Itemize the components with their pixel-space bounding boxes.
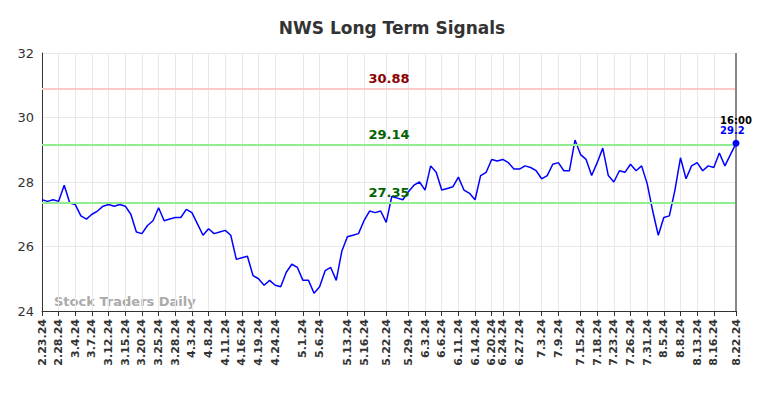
svg-text:3.12.24: 3.12.24 xyxy=(102,319,115,366)
svg-text:7.23.24: 7.23.24 xyxy=(607,319,620,366)
svg-text:6.11.24: 6.11.24 xyxy=(452,319,465,366)
svg-text:NWS Long Term Signals: NWS Long Term Signals xyxy=(279,18,506,38)
svg-text:4.8.24: 4.8.24 xyxy=(202,319,215,358)
svg-text:3.4.24: 3.4.24 xyxy=(69,319,82,358)
svg-text:6.20.24: 6.20.24 xyxy=(485,319,499,366)
svg-text:3.15.24: 3.15.24 xyxy=(119,319,132,366)
svg-text:5.16.24: 5.16.24 xyxy=(358,319,371,366)
svg-text:3.25.24: 3.25.24 xyxy=(152,319,165,366)
svg-text:7.3.24: 7.3.24 xyxy=(535,319,548,358)
svg-text:6.14.24: 6.14.24 xyxy=(469,319,482,366)
svg-text:3.28.24: 3.28.24 xyxy=(169,319,182,366)
svg-text:6.6.24: 6.6.24 xyxy=(435,319,448,358)
svg-text:5.29.24: 5.29.24 xyxy=(402,319,415,366)
svg-text:29.14: 29.14 xyxy=(368,127,409,142)
svg-text:8.13.24: 8.13.24 xyxy=(691,319,704,366)
svg-text:5.6.24: 5.6.24 xyxy=(313,319,326,358)
svg-text:5.1.24: 5.1.24 xyxy=(296,319,309,358)
svg-text:7.15.24: 7.15.24 xyxy=(574,319,587,366)
svg-text:26: 26 xyxy=(17,239,34,254)
svg-text:8.8.24: 8.8.24 xyxy=(674,319,687,358)
svg-text:3.20.24: 3.20.24 xyxy=(135,319,148,366)
svg-text:6.27.24: 6.27.24 xyxy=(513,319,526,366)
svg-text:8.5.24: 8.5.24 xyxy=(657,319,670,358)
svg-text:7.18.24: 7.18.24 xyxy=(591,319,604,366)
svg-text:8.22.24: 8.22.24 xyxy=(730,319,743,366)
svg-text:5.22.24: 5.22.24 xyxy=(380,319,393,366)
svg-text:4.16.24: 4.16.24 xyxy=(235,319,248,366)
svg-text:5.13.24: 5.13.24 xyxy=(341,319,354,366)
svg-text:30: 30 xyxy=(17,110,34,125)
svg-text:29.2: 29.2 xyxy=(720,125,745,136)
svg-text:24: 24 xyxy=(17,304,34,319)
svg-text:4.19.24: 4.19.24 xyxy=(252,319,265,366)
svg-text:32: 32 xyxy=(17,46,34,61)
svg-text:7.9.24: 7.9.24 xyxy=(552,319,565,358)
svg-text:16:00: 16:00 xyxy=(720,115,752,127)
svg-text:6.24.24: 6.24.24 xyxy=(496,319,509,366)
svg-text:4.3.24: 4.3.24 xyxy=(185,319,198,358)
svg-text:7.31.24: 7.31.24 xyxy=(641,319,654,366)
svg-text:2.28.24: 2.28.24 xyxy=(52,319,65,366)
svg-text:27.35: 27.35 xyxy=(368,185,409,200)
svg-text:30.88: 30.88 xyxy=(368,71,409,86)
svg-text:3.7.24: 3.7.24 xyxy=(85,319,98,358)
svg-text:4.11.24: 4.11.24 xyxy=(219,319,232,366)
svg-text:2.23.24: 2.23.24 xyxy=(36,319,49,366)
svg-text:4.24.24: 4.24.24 xyxy=(269,319,282,366)
svg-text:8.16.24: 8.16.24 xyxy=(707,319,720,366)
svg-text:7.26.24: 7.26.24 xyxy=(624,319,637,366)
svg-text:28: 28 xyxy=(17,175,34,190)
svg-text:6.3.24: 6.3.24 xyxy=(419,319,432,358)
